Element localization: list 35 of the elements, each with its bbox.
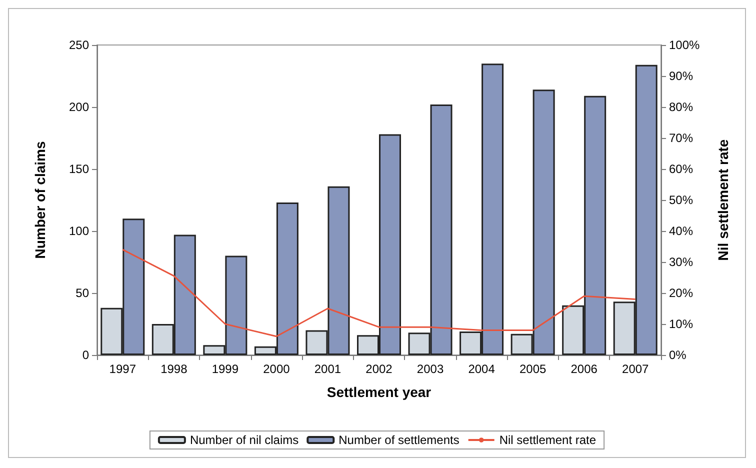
y2-tick-label: 40% (669, 224, 694, 238)
legend-label: Number of settlements (338, 433, 460, 447)
y-axis-title: Number of claims (32, 141, 48, 259)
x-tick-label: 2003 (416, 362, 444, 376)
y2-tick-label: 50% (669, 193, 694, 207)
x-tick-label: 1998 (160, 362, 188, 376)
x-tick-label: 2004 (468, 362, 496, 376)
y2-tick-label: 30% (669, 255, 694, 269)
x-tick-label: 2000 (263, 362, 290, 376)
y-tick-label: 200 (68, 100, 90, 114)
y2-tick-label: 80% (669, 100, 694, 114)
x-axis-title: Settlement year (326, 384, 432, 400)
x-tick-label: 2006 (570, 362, 598, 376)
x-tick-label: 2002 (366, 362, 393, 376)
y2-tick-label: 70% (669, 131, 694, 145)
y2-tick-label: 20% (669, 286, 694, 300)
y2-tick-label: 0% (669, 348, 687, 362)
y-tick-label: 50 (76, 286, 90, 300)
y2-axis-title: Nil settlement rate (715, 139, 731, 261)
legend-label: Nil settlement rate (499, 433, 596, 447)
x-tick-label: 2005 (519, 362, 546, 376)
line-series (122, 248, 636, 338)
y-tick-label: 150 (68, 162, 90, 176)
y2-tick-label: 100% (669, 38, 700, 52)
x-tick-label: 1997 (109, 362, 136, 376)
y2-tick-label: 60% (669, 162, 694, 176)
legend-label: Number of nil claims (190, 433, 299, 447)
y2-tick-label: 90% (669, 69, 694, 83)
y-tick-label: 100 (68, 224, 90, 238)
x-tick-label: 2007 (622, 362, 650, 376)
y-tick-label: 0 (82, 348, 90, 362)
x-tick-label: 1999 (212, 362, 239, 376)
x-tick-label: 2001 (314, 362, 342, 376)
y-tick-label: 250 (68, 38, 90, 52)
y2-tick-label: 10% (669, 317, 694, 331)
